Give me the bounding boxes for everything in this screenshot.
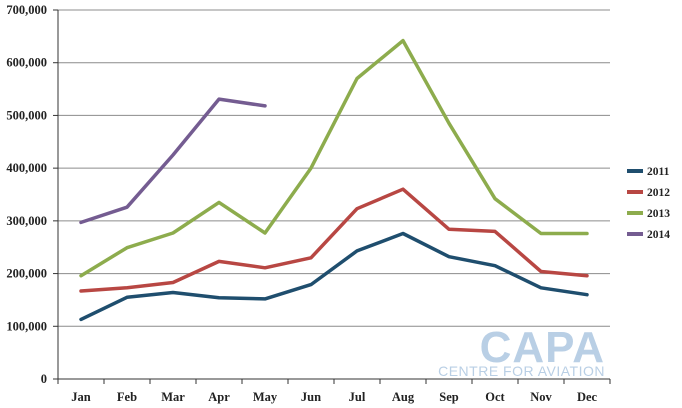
series-lines [79, 38, 589, 322]
y-tick-label: 0 [41, 372, 47, 386]
x-tick-label: Mar [161, 390, 185, 404]
grid-lines [58, 9, 610, 327]
legend-label-2014: 2014 [647, 229, 670, 241]
y-tick-label: 600,000 [6, 56, 47, 70]
x-tick-label: Feb [117, 390, 137, 404]
legend-label-2012: 2012 [647, 187, 670, 199]
watermark: CAPA CENTRE FOR AVIATION [438, 323, 605, 379]
x-axis: Jan Feb Mar Apr May Jun Jul Aug Sep Oct Nov Dec [57, 378, 611, 404]
series-line-2012 [79, 187, 589, 293]
y-tick-label: 700,000 [6, 3, 47, 17]
y-tick-label: 100,000 [6, 319, 47, 333]
legend-label-2011: 2011 [647, 166, 670, 178]
series-line-2011 [79, 231, 589, 322]
x-tick-label: Jan [71, 390, 91, 404]
series-line-2013 [79, 38, 589, 278]
y-tick-label: 300,000 [6, 214, 47, 228]
watermark-tagline: CENTRE FOR AVIATION [438, 363, 605, 379]
legend-label-2013: 2013 [647, 208, 670, 220]
legend: 2011 2012 2013 2014 [627, 166, 670, 241]
watermark-logo: CAPA [480, 323, 605, 372]
x-tick-label: Oct [485, 390, 505, 404]
y-tick-label: 200,000 [6, 267, 47, 281]
x-tick-label: Sep [439, 390, 459, 404]
x-tick-label: Aug [392, 390, 415, 404]
y-axis: 0 100,000 200,000 300,000 400,000 500,000 600,… [6, 3, 59, 386]
x-tick-label: Jun [301, 390, 321, 404]
x-tick-label: Nov [530, 390, 552, 404]
series-line-2014 [79, 97, 267, 225]
y-tick-label: 400,000 [6, 161, 47, 175]
x-tick-label: Jul [349, 390, 366, 404]
x-tick-label: Apr [208, 390, 230, 404]
x-tick-label: May [253, 390, 278, 404]
x-tick-label: Dec [577, 390, 598, 404]
y-tick-label: 500,000 [6, 108, 47, 122]
